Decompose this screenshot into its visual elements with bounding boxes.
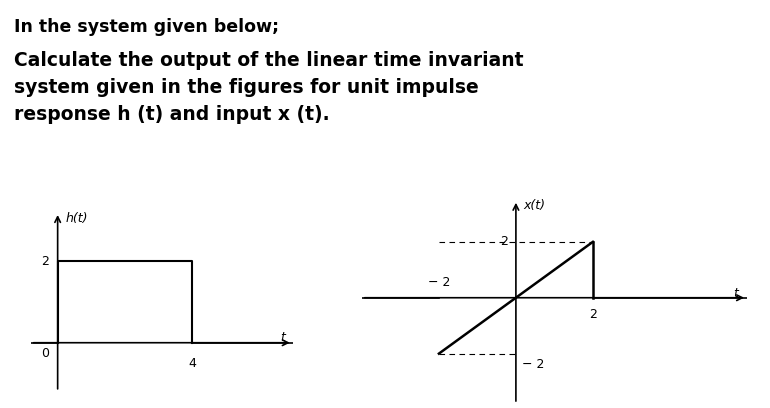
Text: 2: 2 <box>42 255 49 268</box>
Text: − 2: − 2 <box>427 276 450 289</box>
Text: 2: 2 <box>500 235 508 248</box>
Text: Calculate the output of the linear time invariant
system given in the figures fo: Calculate the output of the linear time … <box>14 51 524 124</box>
Text: 0: 0 <box>42 347 49 360</box>
Text: x(t): x(t) <box>524 199 546 212</box>
Text: 2: 2 <box>589 308 597 321</box>
Text: 4: 4 <box>188 357 196 370</box>
Text: t: t <box>733 287 738 300</box>
Text: h(t): h(t) <box>66 212 89 225</box>
Text: In the system given below;: In the system given below; <box>14 18 279 36</box>
Text: − 2: − 2 <box>522 358 544 371</box>
Text: t: t <box>280 331 285 344</box>
